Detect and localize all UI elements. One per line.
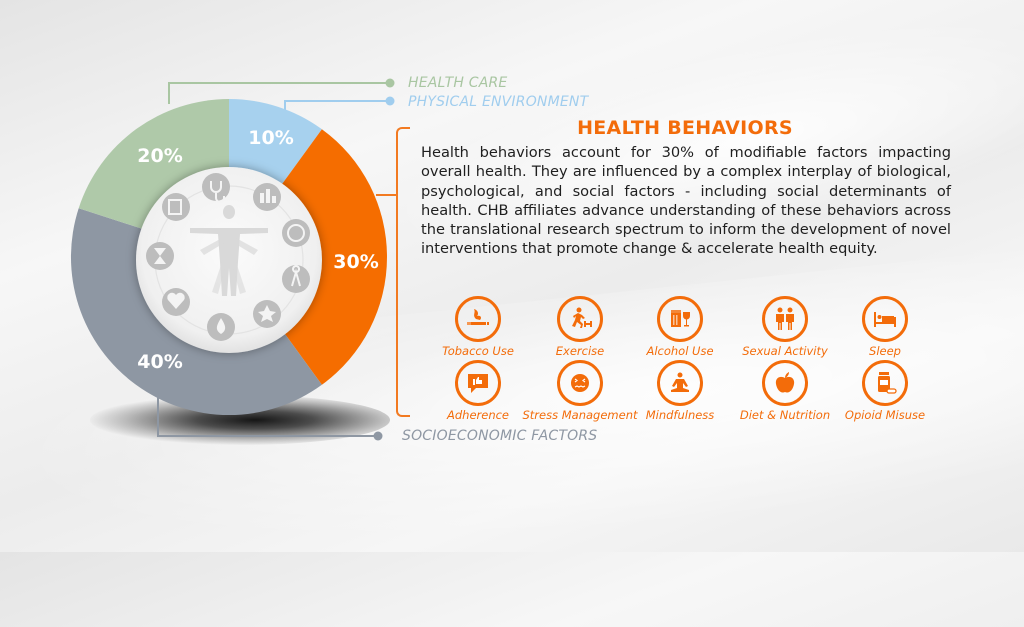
- behavior-label: Alcohol Use: [646, 344, 714, 358]
- health-care-dot: [385, 78, 395, 88]
- behavior-mindfulness: Mindfulness: [610, 360, 750, 422]
- donut-chart: [70, 78, 395, 441]
- behavior-alcohol-use: Alcohol Use: [610, 296, 750, 358]
- stethoscope-icon: [202, 173, 230, 201]
- panel-title: HEALTH BEHAVIORS: [577, 117, 793, 139]
- behavior-sexual-activity: Sexual Activity: [715, 296, 855, 358]
- segment-label-health-behaviors: 30%: [333, 251, 379, 273]
- behavior-stress-management: Stress Management: [510, 360, 650, 422]
- legend-socioeconomic: SOCIOECONOMIC FACTORS: [402, 428, 598, 444]
- human-figure-icon: [190, 205, 268, 296]
- behavior-label: Diet & Nutrition: [739, 408, 831, 422]
- segment-label-health-care: 20%: [137, 145, 183, 167]
- apple-icon: [762, 360, 808, 406]
- legend-physical-environment: PHYSICAL ENVIRONMENT: [408, 94, 589, 110]
- meditation-icon: [657, 360, 703, 406]
- segment-label-physical-environment: 10%: [248, 127, 294, 149]
- health-care-connector: [168, 82, 386, 104]
- ribbon-icon: [282, 265, 310, 293]
- behavior-label: Adherence: [446, 408, 510, 422]
- behavior-sleep: Sleep: [815, 296, 955, 358]
- legend-health-care: HEALTH CARE: [408, 75, 508, 91]
- behavior-exercise: Exercise: [510, 296, 650, 358]
- behavior-label: Mindfulness: [645, 408, 715, 422]
- thumbs-up-message-icon: [455, 360, 501, 406]
- socioeconomic-dot: [373, 431, 383, 441]
- stressed-face-icon: [557, 360, 603, 406]
- physical-environment-dot: [385, 96, 395, 106]
- behavior-label: Sleep: [869, 344, 901, 358]
- behavior-label: Stress Management: [522, 408, 638, 422]
- behavior-diet-nutrition: Diet & Nutrition: [715, 360, 855, 422]
- couple-icon: [762, 296, 808, 342]
- behavior-tobacco-use: Tobacco Use: [408, 296, 548, 358]
- panel-body: Health behaviors account for 30% of modi…: [421, 144, 951, 258]
- bed-icon: [862, 296, 908, 342]
- physical-environment-connector: [284, 100, 386, 112]
- behavior-label: Tobacco Use: [442, 344, 514, 358]
- alcohol-icon: [657, 296, 703, 342]
- hourglass-icon: [146, 242, 174, 270]
- segment-label-socioeconomic: 40%: [137, 351, 183, 373]
- behavior-label: Opioid Misuse: [844, 408, 926, 422]
- bracket-connector: [376, 194, 397, 196]
- behavior-adherence: Adherence: [408, 360, 548, 422]
- behavior-label: Sexual Activity: [742, 344, 828, 358]
- clipboard-icon: [162, 193, 190, 221]
- panel-bracket: [396, 127, 410, 417]
- behavior-opioid-misuse: Opioid Misuse: [815, 360, 955, 422]
- socioeconomic-connector: [157, 395, 374, 437]
- running-icon: [557, 296, 603, 342]
- behavior-label: Exercise: [555, 344, 605, 358]
- cigarette-icon: [455, 296, 501, 342]
- pill-bottle-icon: [862, 360, 908, 406]
- brain-icon: [282, 219, 310, 247]
